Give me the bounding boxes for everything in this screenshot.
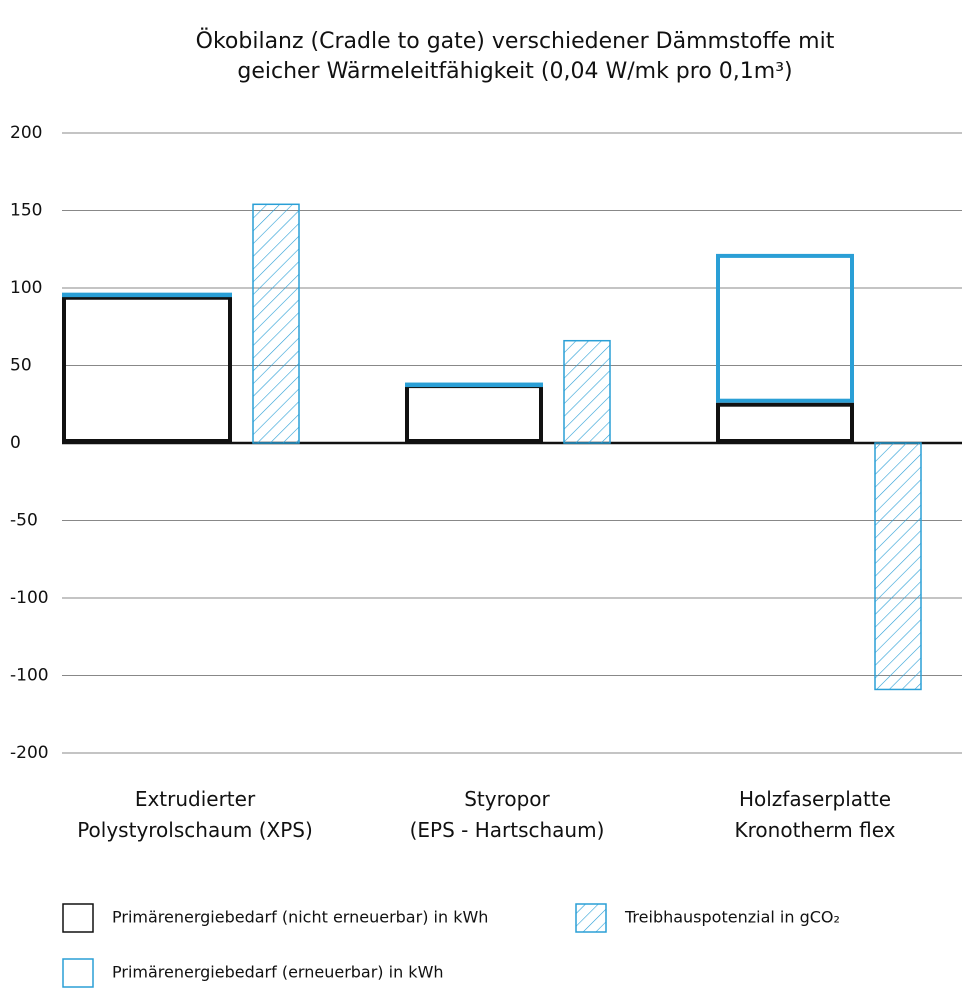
chart-title: Ökobilanz (Cradle to gate) verschiedener… — [196, 28, 835, 54]
y-tick-label: -100 — [10, 588, 49, 608]
y-tick-label: 0 — [10, 433, 21, 453]
y-tick-label: 50 — [10, 356, 32, 376]
legend-label: Treibhauspotenzial in gCO₂ — [624, 908, 840, 927]
legend-label: Primärenergiebedarf (erneuerbar) in kWh — [112, 963, 444, 982]
x-tick-label: Extrudierter Polystyrolschaum (XPS) — [77, 787, 313, 842]
bar-segment — [716, 253, 854, 403]
bar — [563, 339, 611, 444]
bar-segment — [62, 292, 232, 298]
y-tick-label: 100 — [10, 278, 42, 298]
x-tick-label: Styropor (EPS - Hartschaum) — [410, 787, 605, 842]
bar-segment — [62, 295, 232, 443]
legend-label: Primärenergiebedarf (nicht erneuerbar) i… — [112, 908, 488, 927]
y-tick-label: -200 — [10, 743, 49, 763]
bar-segment — [405, 384, 543, 444]
chart-title: geicher Wärmeleitfähigkeit (0,04 W/mk pr… — [237, 59, 792, 84]
legend-swatch — [62, 958, 94, 988]
bar — [252, 203, 300, 444]
x-tick-label: Holzfaserplatte Kronotherm flex — [735, 787, 896, 842]
legend-swatch — [575, 903, 607, 933]
y-tick-label: -100 — [10, 666, 49, 686]
y-tick-label: -50 — [10, 511, 38, 531]
legend-swatch — [62, 903, 94, 933]
bar-segment — [716, 402, 854, 444]
bar-segment — [405, 382, 543, 388]
bar — [874, 442, 922, 691]
y-tick-label: 150 — [10, 201, 42, 221]
y-tick-label: 200 — [10, 123, 42, 143]
